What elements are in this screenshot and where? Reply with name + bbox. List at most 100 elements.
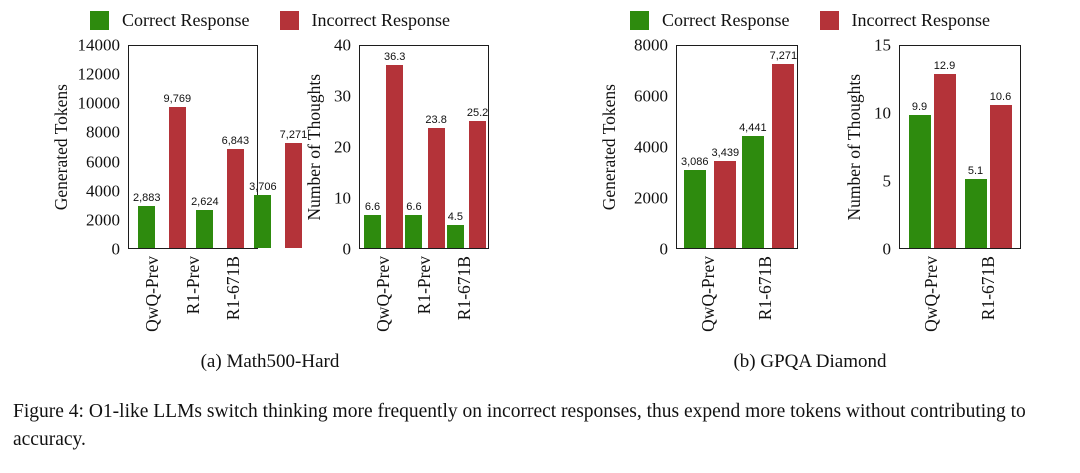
plot-area: 6.6 36.3 6.6 23.8 4.5 25.2 xyxy=(359,45,489,249)
y-tick-label: 4000 xyxy=(634,137,668,157)
incorrect-response-bar xyxy=(284,143,302,248)
x-tick-label: R1-Prev xyxy=(413,256,434,315)
plot-area: 3,086 3,439 4,441 7,271 xyxy=(676,45,798,249)
bar-value-label: 6.6 xyxy=(364,200,381,213)
y-tick-label: 2000 xyxy=(634,188,668,208)
plot-column: 3,086 3,439 4,441 7,271 QwQ-Prev R1-671B xyxy=(676,45,798,343)
y-tick-label: 2000 xyxy=(86,210,120,230)
charts-row-math500: Generated Tokens 0 2000 4000 6000 8000 10000 1… xyxy=(51,37,489,343)
x-tick-cell: QwQ-Prev xyxy=(903,249,960,343)
chart-math500-thoughts: Number of Thoughts 0 10 20 30 40 6.6 36.3 6.6 2… xyxy=(304,37,489,343)
x-tick-label: QwQ-Prev xyxy=(698,256,718,332)
y-tick-label: 0 xyxy=(111,239,121,259)
bar-value-label: 2,624 xyxy=(191,196,219,209)
y-tick-label: 15 xyxy=(874,35,891,55)
y-tick-label: 30 xyxy=(334,86,351,106)
correct-response-bar xyxy=(741,135,764,248)
x-axis-labels: QwQ-Prev R1-Prev R1-671B xyxy=(359,249,489,343)
legend-item-incorrect: Incorrect Response xyxy=(279,9,450,31)
panel-gpqa-diamond: Correct Response Incorrect Response Gene… xyxy=(540,0,1080,373)
legend-gpqa: Correct Response Incorrect Response xyxy=(630,7,990,33)
bar-value-label: 25.2 xyxy=(466,106,489,119)
y-axis-ticks: 0 10 20 30 40 xyxy=(325,37,359,258)
plot-area: 2,883 9,769 2,624 6,843 3,706 7,271 xyxy=(128,45,307,249)
y-axis-ticks: 0 2000 4000 6000 8000 10000 12000 14000 xyxy=(72,37,128,258)
legend-item-incorrect: Incorrect Response xyxy=(819,9,990,31)
bar-group: 4,441 7,271 xyxy=(739,46,797,248)
bar-group: 9.9 12.9 xyxy=(904,46,960,248)
bar-column: 9,769 xyxy=(163,46,192,248)
incorrect-response-bar xyxy=(168,107,186,248)
y-tick-label: 40 xyxy=(334,35,351,55)
incorrect-response-bar xyxy=(226,149,244,248)
legend-incorrect-label: Incorrect Response xyxy=(311,9,450,30)
x-tick-cell: QwQ-Prev xyxy=(132,249,173,343)
x-axis-labels: QwQ-Prev R1-671B xyxy=(676,249,798,343)
bar-value-label: 6.6 xyxy=(406,200,422,213)
y-tick-label: 12000 xyxy=(77,64,121,84)
y-axis-label-col: Number of Thoughts xyxy=(304,45,325,249)
y-axis-ticks: 0 5 10 15 xyxy=(865,37,899,258)
x-tick-label: R1-671B xyxy=(454,256,475,321)
bar-value-label: 2,883 xyxy=(133,192,161,205)
bar-value-label: 4,441 xyxy=(739,121,767,134)
x-tick-cell: R1-Prev xyxy=(173,249,214,343)
bar-group: 2,624 6,843 xyxy=(191,46,249,248)
y-tick-label: 0 xyxy=(882,239,892,259)
correct-response-bar xyxy=(908,114,931,248)
bar-column: 7,271 xyxy=(770,46,797,248)
bar-group: 3,706 7,271 xyxy=(249,46,307,248)
incorrect-response-bar xyxy=(714,161,737,248)
incorrect-swatch-icon xyxy=(279,10,299,30)
y-axis-label: Number of Thoughts xyxy=(304,73,324,221)
x-tick-cell: R1-671B xyxy=(960,249,1017,343)
legend-correct-label: Correct Response xyxy=(662,9,790,30)
legend-incorrect-label: Incorrect Response xyxy=(851,9,990,30)
bar-column: 6.6 xyxy=(405,46,423,248)
correct-response-bar xyxy=(364,214,381,248)
correct-response-bar xyxy=(196,210,214,248)
x-tick-label: R1-671B xyxy=(755,256,775,321)
chart-gpqa-thoughts: Number of Thoughts 0 5 10 15 9.9 12.9 5.1 10.6… xyxy=(844,37,1021,343)
y-axis-label-col: Number of Thoughts xyxy=(844,45,865,249)
legend-item-correct: Correct Response xyxy=(90,10,250,31)
x-tick-label: R1-Prev xyxy=(182,256,203,315)
bar-group: 4.5 25.2 xyxy=(446,46,489,248)
bar-column: 12.9 xyxy=(933,46,956,248)
bar-column: 4.5 xyxy=(446,46,464,248)
correct-response-bar xyxy=(405,214,423,248)
x-tick-label: R1-671B xyxy=(223,256,244,321)
x-tick-cell: R1-Prev xyxy=(404,249,445,343)
bar-value-label: 3,439 xyxy=(711,147,740,160)
chart-gpqa-tokens: Generated Tokens 0 2000 4000 6000 8000 3,086… xyxy=(599,37,798,343)
bar-column: 5.1 xyxy=(964,46,987,248)
y-tick-label: 5 xyxy=(882,171,892,191)
incorrect-response-bar xyxy=(469,120,487,248)
y-tick-label: 4000 xyxy=(86,181,120,201)
bar-group: 2,883 9,769 xyxy=(133,46,191,248)
x-tick-cell: R1-671B xyxy=(213,249,254,343)
y-axis-ticks: 0 2000 4000 6000 8000 xyxy=(620,37,676,258)
x-tick-label: QwQ-Prev xyxy=(921,256,941,332)
x-axis-labels: QwQ-Prev R1-671B xyxy=(899,249,1021,343)
correct-swatch-icon xyxy=(90,10,110,30)
bar-group: 3,086 3,439 xyxy=(681,46,739,248)
bar-column: 36.3 xyxy=(384,46,405,248)
x-tick-cell: R1-671B xyxy=(737,249,794,343)
y-tick-label: 8000 xyxy=(634,35,668,55)
bar-column: 10.6 xyxy=(989,46,1012,248)
bar-column: 9.9 xyxy=(908,46,931,248)
x-tick-label: QwQ-Prev xyxy=(141,256,162,332)
x-tick-cell: R1-671B xyxy=(444,249,485,343)
bar-value-label: 9,769 xyxy=(163,93,192,106)
incorrect-swatch-icon xyxy=(819,10,839,30)
y-tick-label: 10 xyxy=(334,188,351,208)
y-axis-label-col: Generated Tokens xyxy=(599,45,620,249)
bar-value-label: 10.6 xyxy=(989,91,1012,104)
panel-math500-hard: Correct Response Incorrect Response Gene… xyxy=(0,0,540,373)
y-tick-label: 0 xyxy=(659,239,669,259)
bar-value-label: 4.5 xyxy=(447,211,463,224)
correct-response-bar xyxy=(254,194,272,248)
x-axis-labels: QwQ-Prev R1-Prev R1-671B xyxy=(128,249,258,343)
legend-math500: Correct Response Incorrect Response xyxy=(90,7,450,33)
